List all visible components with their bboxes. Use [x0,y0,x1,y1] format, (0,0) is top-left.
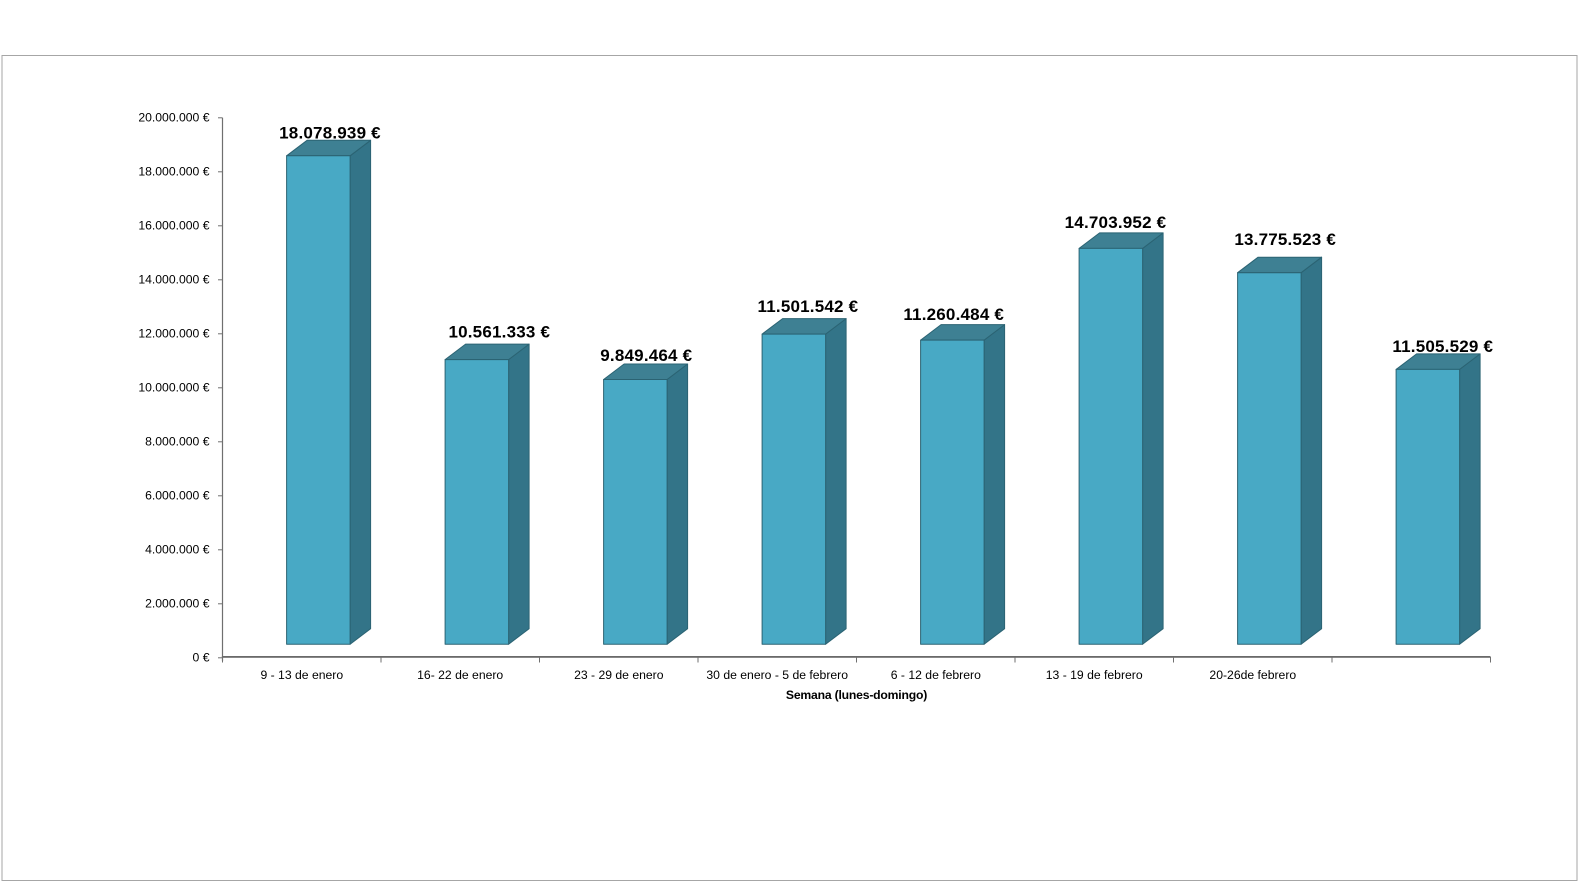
svg-text:12.000.000 €: 12.000.000 € [138,327,209,341]
svg-text:14.703.952 €: 14.703.952 € [1065,213,1167,232]
svg-text:2.000.000 €: 2.000.000 € [145,597,210,611]
svg-text:20.000.000 €: 20.000.000 € [138,111,209,125]
svg-text:18.000.000 €: 18.000.000 € [138,165,209,179]
svg-text:16- 22 de enero: 16- 22 de enero [417,668,503,682]
svg-text:13 - 19 de febrero: 13 - 19 de febrero [1046,668,1143,682]
svg-text:10.000.000 €: 10.000.000 € [138,381,209,395]
svg-text:4.000.000 €: 4.000.000 € [145,543,210,557]
svg-text:13.775.523 €: 13.775.523 € [1234,230,1336,249]
svg-text:Semana (lunes-domingo): Semana (lunes-domingo) [786,688,927,702]
svg-text:11.505.529 €: 11.505.529 € [1392,337,1493,356]
svg-text:23 - 29 de enero: 23 - 29 de enero [574,668,664,682]
svg-text:18.078.939 €: 18.078.939 € [279,124,381,143]
svg-text:14.000.000 €: 14.000.000 € [138,273,209,287]
svg-text:11.260.484 €: 11.260.484 € [903,305,1004,324]
svg-text:6 - 12 de febrero: 6 - 12 de febrero [891,668,981,682]
svg-text:0 €: 0 € [193,651,210,665]
svg-text:9.849.464 €: 9.849.464 € [600,346,692,365]
svg-text:30 de enero - 5 de febrero: 30 de enero - 5 de febrero [706,668,848,682]
svg-text:8.000.000 €: 8.000.000 € [145,435,210,449]
svg-text:20-26de febrero: 20-26de febrero [1209,668,1296,682]
svg-text:6.000.000 €: 6.000.000 € [145,489,210,503]
svg-text:9 - 13 de enero: 9 - 13 de enero [260,668,343,682]
svg-text:16.000.000 €: 16.000.000 € [138,219,209,233]
svg-text:10.561.333 €: 10.561.333 € [448,323,550,342]
svg-text:11.501.542 €: 11.501.542 € [758,297,859,316]
